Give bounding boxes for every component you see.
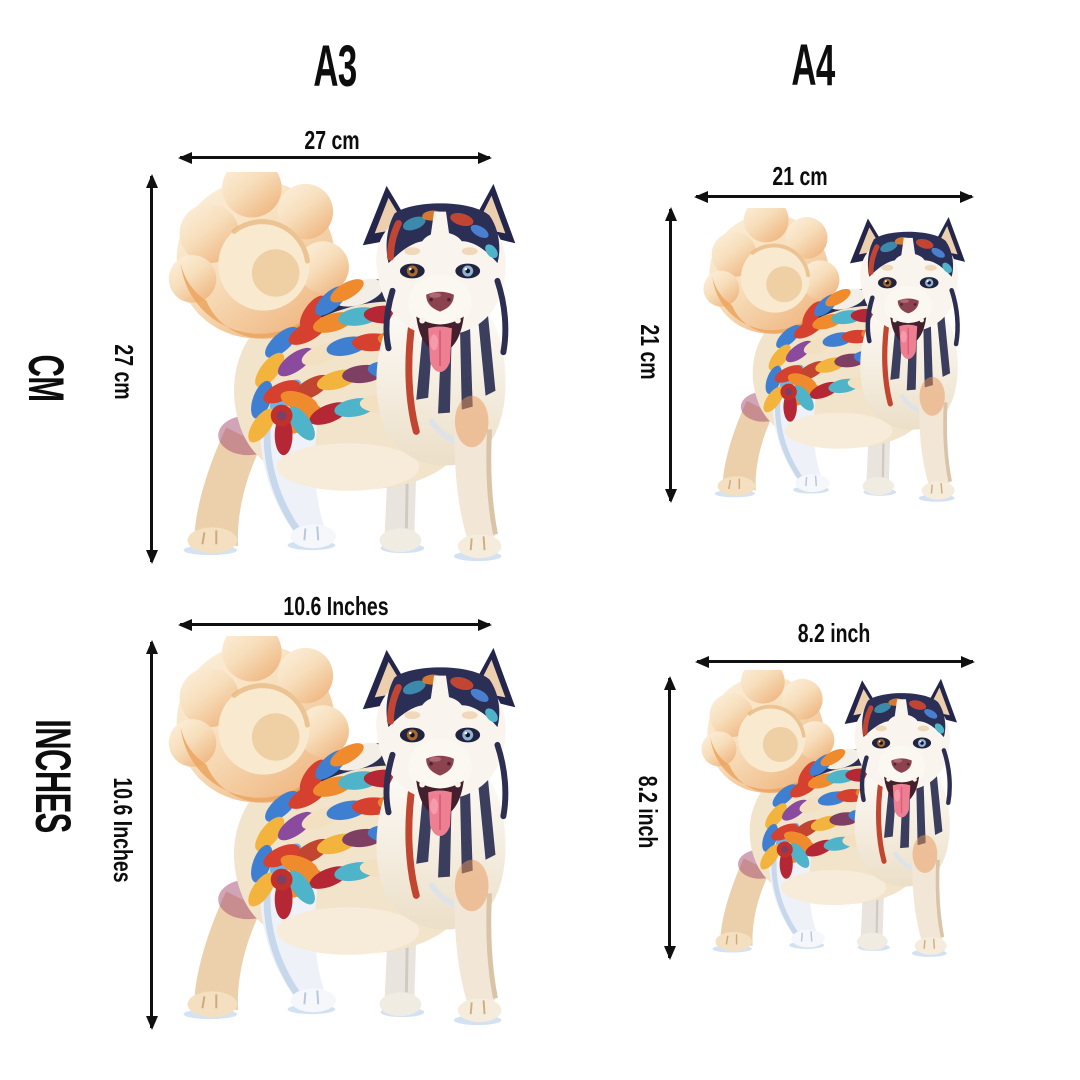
height-dimension-label-a3-cm: 27 cm xyxy=(109,344,139,400)
width-arrow-a4-inches xyxy=(697,660,973,663)
height-arrow-a4-inches xyxy=(668,678,671,958)
width-dimension-label-a3-inches: 10.6 Inches xyxy=(283,591,389,621)
husky-illustration-a3-inches xyxy=(164,636,522,1032)
width-arrow-a3-cm xyxy=(180,156,490,159)
height-arrow-a3-inches xyxy=(150,642,153,1028)
height-dimension-label-a3-inches: 10.6 Inches xyxy=(108,777,138,883)
height-dimension-label-a4-cm: 21 cm xyxy=(635,324,665,380)
height-dimension-label-a4-inches: 8.2 inch xyxy=(633,775,663,849)
width-dimension-label-a4-inches: 8.2 inch xyxy=(797,618,871,648)
husky-illustration-a3-cm xyxy=(164,172,522,568)
height-arrow-a3-cm xyxy=(150,176,153,562)
husky-illustration-a4-cm xyxy=(700,208,970,507)
column-header-a3: A3 xyxy=(313,34,357,99)
row-label-cm: CM xyxy=(18,354,74,402)
column-header-a4: A4 xyxy=(791,33,835,98)
width-arrow-a4-cm xyxy=(696,195,972,198)
row-label-inches: INCHES xyxy=(25,719,81,833)
height-arrow-a4-cm xyxy=(669,209,672,501)
width-dimension-label-a3-cm: 27 cm xyxy=(304,125,360,155)
husky-illustration-a4-inches xyxy=(698,670,962,962)
width-arrow-a3-inches xyxy=(180,623,490,626)
width-dimension-label-a4-cm: 21 cm xyxy=(772,161,828,191)
